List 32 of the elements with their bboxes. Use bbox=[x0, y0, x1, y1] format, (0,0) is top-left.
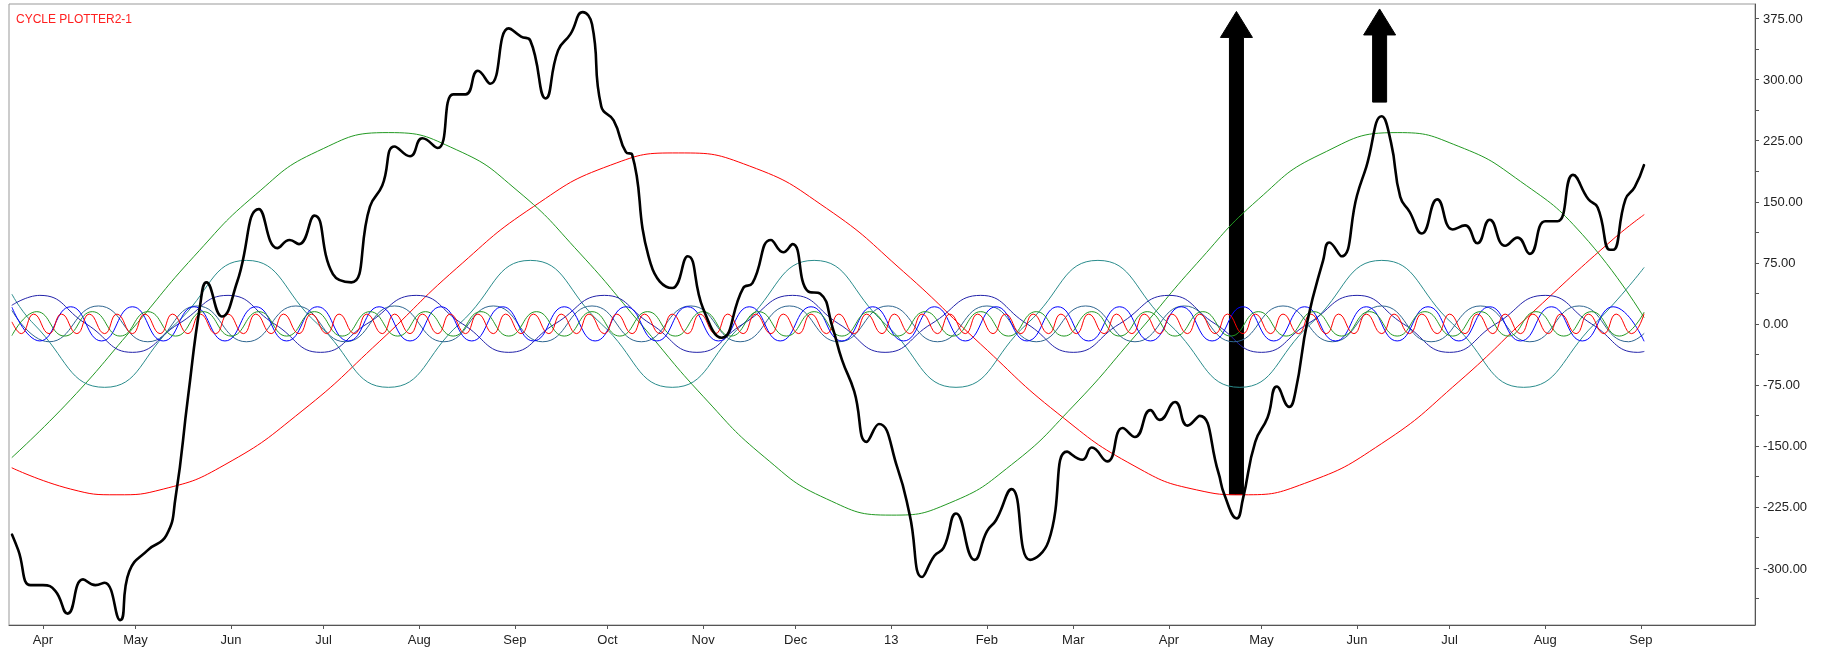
y-tick-label: -150.00 bbox=[1763, 438, 1808, 454]
line-series bbox=[11, 259, 1645, 388]
y-tick-label: 300.00 bbox=[1763, 72, 1803, 88]
x-tick-label: 13 bbox=[884, 632, 899, 647]
y-tick-label: 225.00 bbox=[1763, 133, 1803, 149]
x-tick-label: Jul bbox=[315, 632, 333, 647]
x-tick-label: May bbox=[1249, 632, 1275, 647]
y-tick-label: -225.00 bbox=[1763, 499, 1808, 515]
x-tick-label: Apr bbox=[32, 632, 54, 647]
y-tick-label: 75.00 bbox=[1763, 255, 1796, 271]
x-tick-label: Jun bbox=[1346, 632, 1368, 647]
x-tick-label: Jun bbox=[220, 632, 242, 647]
line-series bbox=[10, 10, 1646, 622]
y-tick-label: -75.00 bbox=[1763, 377, 1800, 393]
x-tick-label: Aug bbox=[407, 632, 431, 647]
x-tick-label: Jul bbox=[1441, 632, 1459, 647]
x-tick-label: Oct bbox=[597, 632, 618, 647]
x-tick-label: Apr bbox=[1158, 632, 1180, 647]
line-series bbox=[11, 294, 1645, 353]
y-tick-label: 0.00 bbox=[1763, 316, 1789, 332]
y-tick-label: 150.00 bbox=[1763, 194, 1803, 210]
x-tick-label: Mar bbox=[1062, 632, 1086, 647]
text: CYCLE PLOTTER2-1 bbox=[16, 12, 133, 26]
x-tick-label: Feb bbox=[975, 632, 999, 647]
x-tick-label: Sep bbox=[1629, 632, 1653, 647]
x-tick-label: Aug bbox=[1533, 632, 1557, 647]
x-tick-label: Dec bbox=[784, 632, 808, 647]
y-tick-label: 375.00 bbox=[1763, 11, 1803, 27]
x-tick-label: Nov bbox=[691, 632, 716, 647]
x-tick-label: May bbox=[123, 632, 149, 647]
x-tick-label: Sep bbox=[503, 632, 527, 647]
y-tick-label: -300.00 bbox=[1763, 560, 1808, 576]
